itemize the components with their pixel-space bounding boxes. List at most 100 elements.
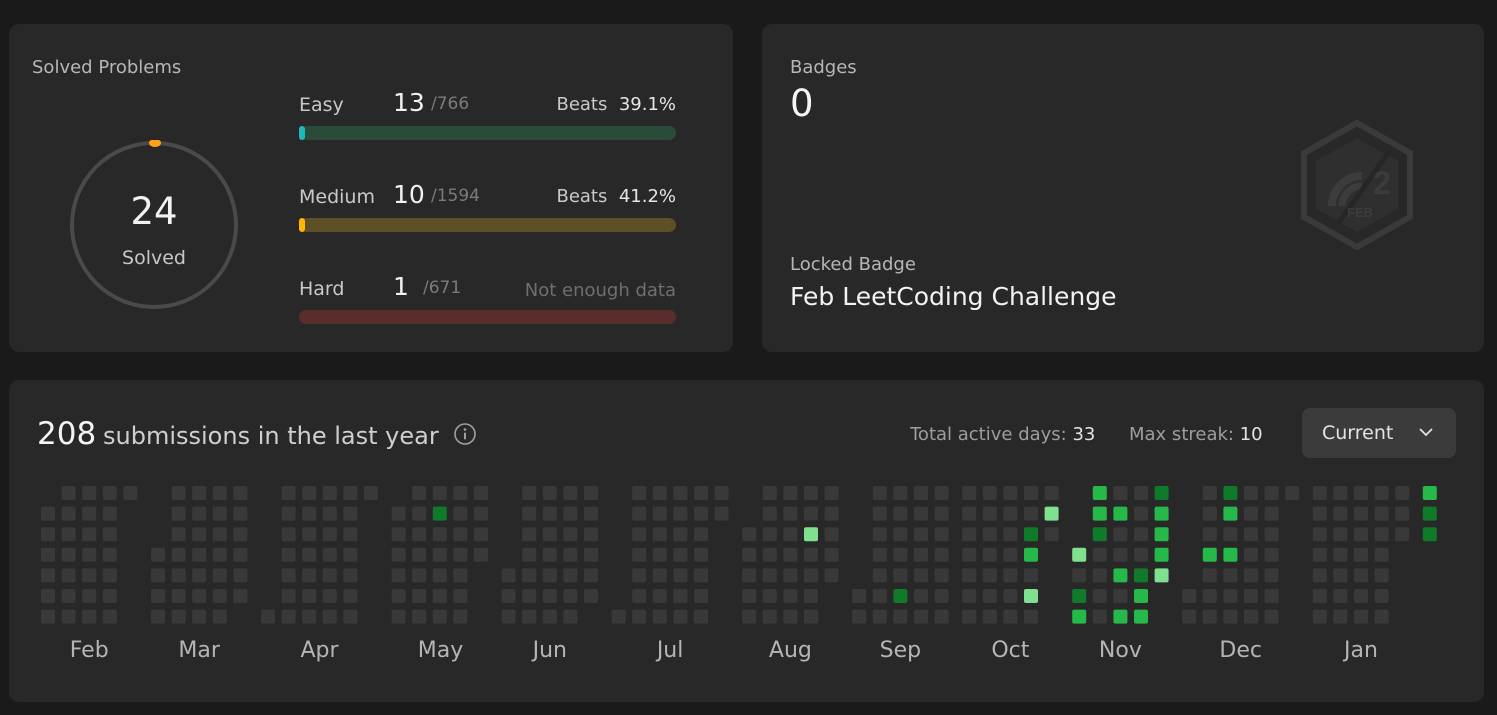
heatmap-day[interactable] <box>82 527 97 542</box>
heatmap-day[interactable] <box>1223 527 1238 542</box>
heatmap-day[interactable] <box>322 486 337 500</box>
heatmap-day-active[interactable] <box>1113 609 1128 624</box>
heatmap-day[interactable] <box>212 568 227 583</box>
heatmap-day[interactable] <box>652 486 667 500</box>
heatmap-day[interactable] <box>82 609 97 624</box>
heatmap-day[interactable] <box>714 486 729 500</box>
heatmap-day[interactable] <box>233 589 248 603</box>
heatmap-day[interactable] <box>453 568 468 583</box>
heatmap-day[interactable] <box>412 527 427 542</box>
heatmap-day[interactable] <box>82 547 97 562</box>
heatmap-day[interactable] <box>1312 609 1327 624</box>
heatmap-day[interactable] <box>742 609 757 624</box>
heatmap-day[interactable] <box>652 527 667 542</box>
heatmap-day[interactable] <box>584 568 598 583</box>
heatmap-day[interactable] <box>501 589 516 603</box>
heatmap-day[interactable] <box>694 527 708 542</box>
heatmap-day[interactable] <box>233 527 248 542</box>
year-select-dropdown[interactable]: Current <box>1302 408 1456 458</box>
heatmap-day[interactable] <box>824 547 839 562</box>
heatmap-day[interactable] <box>432 486 447 500</box>
heatmap-day[interactable] <box>914 527 928 542</box>
heatmap-day[interactable] <box>852 589 867 603</box>
heatmap-day[interactable] <box>432 527 447 542</box>
heatmap-day-active[interactable] <box>804 527 818 542</box>
heatmap-day[interactable] <box>474 486 488 500</box>
heatmap-day[interactable] <box>1244 568 1258 583</box>
feb-challenge-badge-icon[interactable]: 2 FEB <box>1298 120 1416 250</box>
heatmap-day[interactable] <box>804 589 818 603</box>
heatmap-day[interactable] <box>1374 486 1389 500</box>
heatmap-day[interactable] <box>632 506 647 521</box>
heatmap-day-active[interactable] <box>1134 568 1148 583</box>
heatmap-day[interactable] <box>934 589 949 603</box>
heatmap-day[interactable] <box>872 486 887 500</box>
heatmap-day[interactable] <box>694 547 708 562</box>
heatmap-day[interactable] <box>1312 568 1327 583</box>
heatmap-day[interactable] <box>343 506 358 521</box>
heatmap-day[interactable] <box>982 547 997 562</box>
heatmap-day[interactable] <box>412 609 427 624</box>
heatmap-day[interactable] <box>1374 506 1389 521</box>
heatmap-day[interactable] <box>914 547 928 562</box>
heatmap-day[interactable] <box>1244 547 1258 562</box>
heatmap-day[interactable] <box>61 568 76 583</box>
heatmap-day[interactable] <box>1092 609 1107 624</box>
heatmap-day-active[interactable] <box>1154 547 1169 562</box>
heatmap-day[interactable] <box>914 486 928 500</box>
heatmap-day[interactable] <box>522 589 537 603</box>
heatmap-day[interactable] <box>61 589 76 603</box>
heatmap-day[interactable] <box>762 486 777 500</box>
heatmap-day[interactable] <box>343 486 358 500</box>
heatmap-day[interactable] <box>762 589 777 603</box>
heatmap-day[interactable] <box>302 506 317 521</box>
heatmap-day[interactable] <box>1244 609 1258 624</box>
heatmap-day[interactable] <box>453 527 468 542</box>
heatmap-day[interactable] <box>1092 589 1107 603</box>
heatmap-day[interactable] <box>82 486 97 500</box>
heatmap-day[interactable] <box>893 486 908 500</box>
heatmap-day[interactable] <box>41 609 55 624</box>
heatmap-day[interactable] <box>563 589 578 603</box>
heatmap-day[interactable] <box>281 527 296 542</box>
heatmap-day[interactable] <box>453 589 468 603</box>
heatmap-day[interactable] <box>893 506 908 521</box>
heatmap-day[interactable] <box>1264 568 1279 583</box>
heatmap-day[interactable] <box>151 609 165 624</box>
heatmap-day[interactable] <box>212 547 227 562</box>
heatmap-day[interactable] <box>584 527 598 542</box>
heatmap-day[interactable] <box>1374 568 1389 583</box>
heatmap-day-active[interactable] <box>1113 506 1128 521</box>
heatmap-day[interactable] <box>151 547 165 562</box>
heatmap-day[interactable] <box>1134 527 1148 542</box>
heatmap-day[interactable] <box>542 547 557 562</box>
heatmap-day[interactable] <box>714 506 729 521</box>
heatmap-day[interactable] <box>41 506 55 521</box>
heatmap-day[interactable] <box>302 589 317 603</box>
heatmap-day[interactable] <box>61 527 76 542</box>
heatmap-day[interactable] <box>1374 527 1389 542</box>
heatmap-day-active[interactable] <box>1134 609 1148 624</box>
heatmap-day[interactable] <box>1374 547 1389 562</box>
heatmap-day[interactable] <box>1223 568 1238 583</box>
heatmap-day[interactable] <box>522 609 537 624</box>
heatmap-day[interactable] <box>1113 547 1128 562</box>
heatmap-day[interactable] <box>82 568 97 583</box>
heatmap-day[interactable] <box>824 486 839 500</box>
heatmap-day[interactable] <box>412 506 427 521</box>
heatmap-day[interactable] <box>563 486 578 500</box>
heatmap-day[interactable] <box>584 547 598 562</box>
heatmap-day[interactable] <box>102 506 117 521</box>
heatmap-day[interactable] <box>1003 609 1018 624</box>
heatmap-day[interactable] <box>673 589 688 603</box>
heatmap-day[interactable] <box>281 609 296 624</box>
heatmap-day[interactable] <box>563 527 578 542</box>
heatmap-day[interactable] <box>302 568 317 583</box>
heatmap-day[interactable] <box>783 486 798 500</box>
heatmap-day[interactable] <box>762 547 777 562</box>
heatmap-day[interactable] <box>632 527 647 542</box>
heatmap-day[interactable] <box>171 568 186 583</box>
heatmap-day[interactable] <box>364 486 378 500</box>
heatmap-day[interactable] <box>1333 547 1348 562</box>
heatmap-day[interactable] <box>192 486 207 500</box>
